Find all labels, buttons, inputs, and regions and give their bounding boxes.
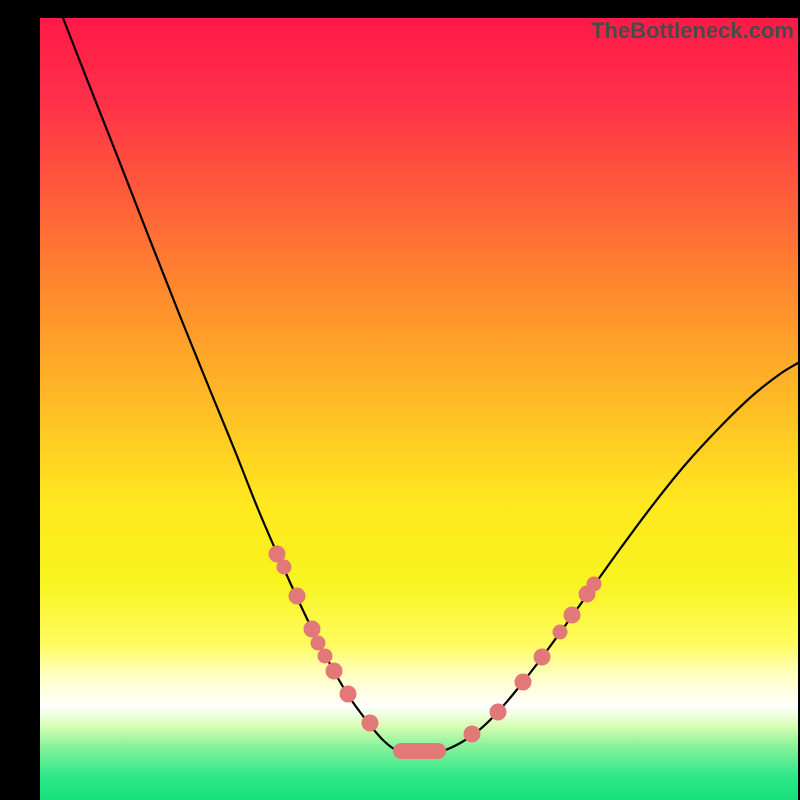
plot-area bbox=[40, 18, 798, 800]
chart-canvas: TheBottleneck.com bbox=[0, 0, 800, 800]
watermark-text: TheBottleneck.com bbox=[591, 18, 794, 44]
